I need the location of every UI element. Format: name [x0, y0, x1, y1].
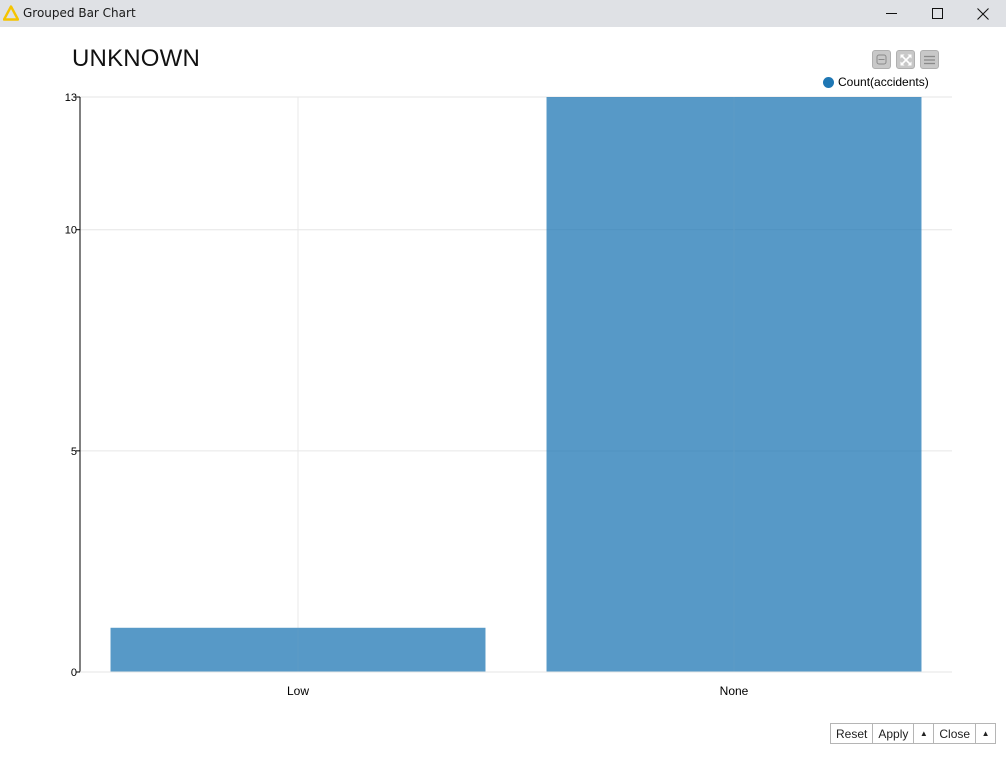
- chart-labels: 0 5 10 13 Low None: [65, 92, 749, 698]
- caret-up-icon: ▲: [981, 729, 990, 738]
- window-titlebar: Grouped Bar Chart: [0, 0, 1006, 27]
- y-tick-label: 10: [65, 225, 77, 237]
- close-button[interactable]: Close: [934, 723, 977, 744]
- maximize-icon: [931, 8, 943, 19]
- bar-low: [110, 627, 486, 672]
- action-buttons: Reset Apply ▲ Close ▲: [830, 723, 997, 744]
- y-tick-label: 13: [65, 92, 77, 104]
- chart-bars: [110, 97, 922, 672]
- bar-none: [546, 97, 922, 672]
- close-icon: [977, 7, 989, 20]
- legend-marker: [823, 76, 834, 88]
- collapse-icon: [876, 54, 887, 65]
- apply-options-button[interactable]: ▲: [914, 723, 935, 744]
- y-tick-label: 0: [71, 667, 77, 679]
- y-tick-label: 5: [71, 446, 77, 458]
- collapse-button[interactable]: [872, 50, 891, 69]
- x-category-label: Low: [287, 684, 309, 698]
- window-title: Grouped Bar Chart: [23, 6, 136, 20]
- close-window-button[interactable]: [960, 0, 1006, 27]
- menu-button[interactable]: [920, 50, 939, 69]
- legend-label: Count(accidents): [838, 75, 929, 89]
- reset-button[interactable]: Reset: [830, 723, 874, 744]
- caret-up-icon: ▲: [919, 729, 928, 738]
- x-category-label: None: [720, 684, 749, 698]
- maximize-button[interactable]: [914, 0, 960, 27]
- minimize-button[interactable]: [868, 0, 914, 27]
- knime-triangle-icon: [3, 5, 19, 21]
- close-options-button[interactable]: ▲: [976, 723, 997, 744]
- apply-button[interactable]: Apply: [873, 723, 915, 744]
- fullscreen-button[interactable]: [896, 50, 915, 69]
- chart-axes: [76, 96, 952, 673]
- menu-icon: [924, 55, 935, 64]
- chart-title: UNKNOWN: [72, 45, 201, 72]
- fullscreen-icon: [900, 54, 911, 65]
- chart-legend: Count(accidents): [823, 75, 929, 89]
- minimize-icon: [885, 13, 897, 14]
